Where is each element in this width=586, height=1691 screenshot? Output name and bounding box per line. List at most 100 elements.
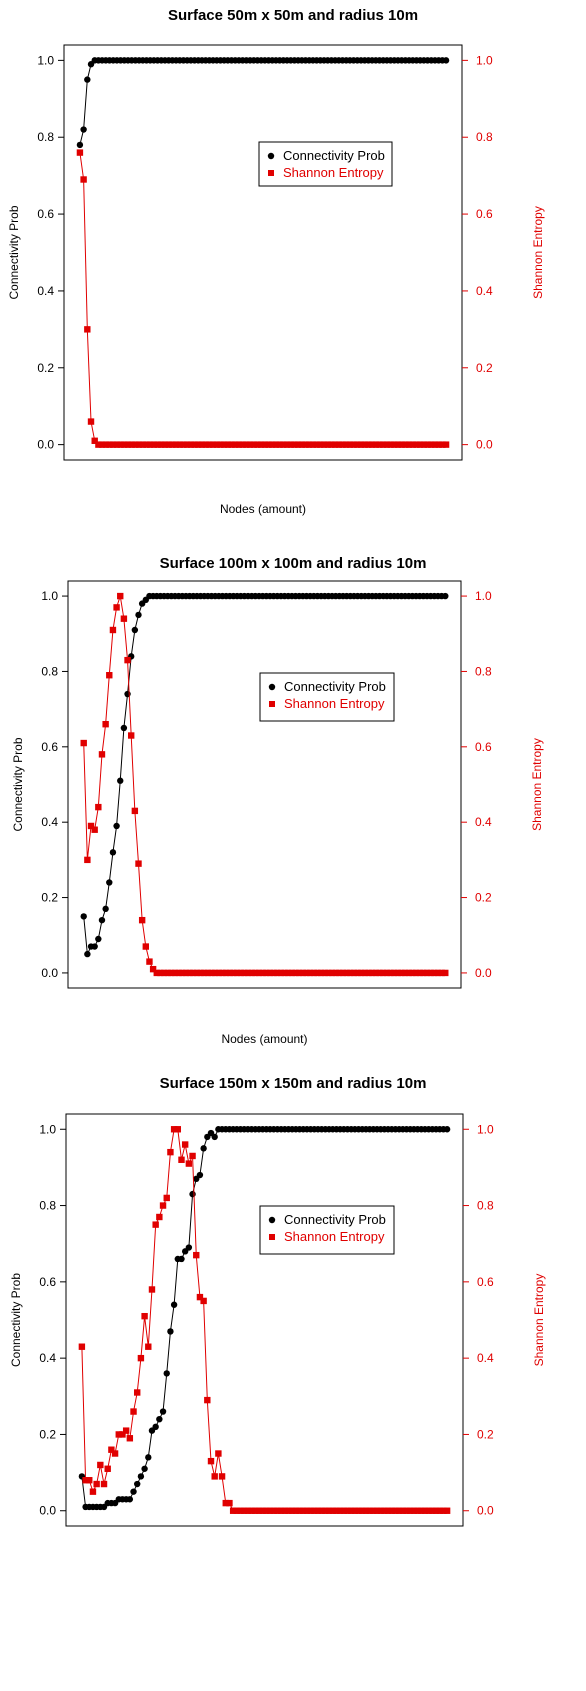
y-tick-label-left: 0.2 xyxy=(39,1427,56,1441)
entropy-point xyxy=(296,1507,303,1514)
entropy-point xyxy=(317,969,325,977)
entropy-point xyxy=(324,441,331,448)
entropy-point xyxy=(182,969,190,977)
connectivity-point xyxy=(76,141,84,149)
entropy-point xyxy=(442,969,449,977)
entropy-point xyxy=(291,441,298,448)
entropy-point xyxy=(222,969,230,977)
y-tick-label-right: 0.4 xyxy=(475,815,492,829)
entropy-point xyxy=(370,1507,377,1514)
entropy-point xyxy=(344,1507,351,1514)
entropy-point xyxy=(218,1473,226,1480)
entropy-point xyxy=(215,969,223,977)
entropy-point xyxy=(395,1507,403,1514)
entropy-point xyxy=(306,441,313,448)
entropy-point xyxy=(149,965,157,973)
connectivity-point xyxy=(95,935,102,943)
entropy-point xyxy=(280,441,287,448)
entropy-point xyxy=(127,732,135,739)
entropy-point xyxy=(128,441,135,448)
entropy-point xyxy=(372,441,380,448)
entropy-point xyxy=(248,969,255,977)
entropy-point xyxy=(174,1126,182,1133)
chart-title: Surface 150m x 150m and radius 10m xyxy=(160,1075,427,1092)
entropy-point xyxy=(202,441,209,448)
chart-panel-50m: Surface 50m x 50m and radius 10m 0.0 0.0 0.… xyxy=(0,0,586,545)
y-axis-label-left: Connectivity Prob xyxy=(9,1273,23,1367)
entropy-point xyxy=(187,441,195,448)
entropy-point xyxy=(311,1507,318,1514)
entropy-point xyxy=(299,969,307,977)
y-tick-label-left: 0.4 xyxy=(39,1351,56,1365)
entropy-point xyxy=(226,969,234,977)
y-axis-label-right: Shannon Entropy xyxy=(532,1274,546,1367)
entropy-point xyxy=(163,1194,170,1202)
entropy-point xyxy=(93,1480,100,1488)
entropy-point xyxy=(357,441,365,448)
legend-marker-connectivity xyxy=(268,683,276,691)
legend-label: Shannon Entropy xyxy=(284,696,385,711)
entropy-point xyxy=(111,1450,119,1457)
connectivity-point xyxy=(145,1454,152,1461)
entropy-point xyxy=(100,1480,108,1488)
entropy-point xyxy=(263,969,270,977)
entropy-point xyxy=(431,441,439,448)
entropy-point xyxy=(168,969,175,977)
entropy-point xyxy=(332,969,339,977)
entropy-point xyxy=(329,1507,336,1514)
entropy-point xyxy=(431,969,438,977)
y-tick-label-left: 0.2 xyxy=(41,891,58,905)
entropy-point xyxy=(369,969,376,977)
entropy-point xyxy=(328,969,336,977)
entropy-point xyxy=(197,969,204,977)
entropy-point xyxy=(124,441,132,448)
entropy-point xyxy=(250,441,257,448)
connectivity-point xyxy=(163,1370,170,1377)
connectivity-point xyxy=(178,1255,185,1263)
legend-label: Connectivity Prob xyxy=(283,148,385,163)
entropy-point xyxy=(87,418,95,425)
entropy-point xyxy=(165,441,172,448)
legend-marker-entropy xyxy=(269,1234,275,1240)
entropy-point xyxy=(263,1507,270,1514)
entropy-point xyxy=(230,969,237,977)
entropy-point xyxy=(97,1461,104,1469)
entropy-point xyxy=(287,441,294,448)
connectivity-point xyxy=(152,1423,159,1431)
entropy-point xyxy=(176,441,183,448)
entropy-point xyxy=(376,441,383,448)
connectivity-point xyxy=(189,1190,196,1198)
entropy-point xyxy=(146,441,154,448)
entropy-point xyxy=(178,1156,185,1163)
entropy-point xyxy=(180,441,187,448)
entropy-point xyxy=(201,969,208,977)
entropy-point xyxy=(300,1507,307,1514)
y-tick-label-left: 1.0 xyxy=(39,1122,56,1136)
entropy-point xyxy=(380,441,387,448)
entropy-point xyxy=(244,1507,252,1514)
legend-box xyxy=(259,672,395,722)
connectivity-point xyxy=(126,1496,134,1503)
entropy-point xyxy=(285,1507,292,1514)
y-tick-label-right: 0.8 xyxy=(477,1199,494,1213)
series-line-entropy xyxy=(81,1128,448,1512)
entropy-point xyxy=(169,441,176,448)
connectivity-point xyxy=(91,943,98,950)
entropy-point xyxy=(244,969,252,977)
entropy-point xyxy=(418,1507,425,1514)
entropy-point xyxy=(384,1507,392,1514)
entropy-point xyxy=(377,1507,384,1514)
entropy-point xyxy=(113,604,120,611)
entropy-point xyxy=(414,1507,421,1514)
entropy-point xyxy=(153,969,160,977)
entropy-point xyxy=(252,1507,259,1514)
entropy-point xyxy=(259,969,266,977)
entropy-point xyxy=(259,1507,266,1514)
plot-frame xyxy=(65,1113,464,1527)
entropy-point xyxy=(347,969,354,977)
entropy-point xyxy=(269,441,276,448)
entropy-point xyxy=(138,916,146,924)
entropy-point xyxy=(295,969,303,977)
entropy-point xyxy=(181,1141,189,1148)
entropy-point xyxy=(189,1152,196,1160)
